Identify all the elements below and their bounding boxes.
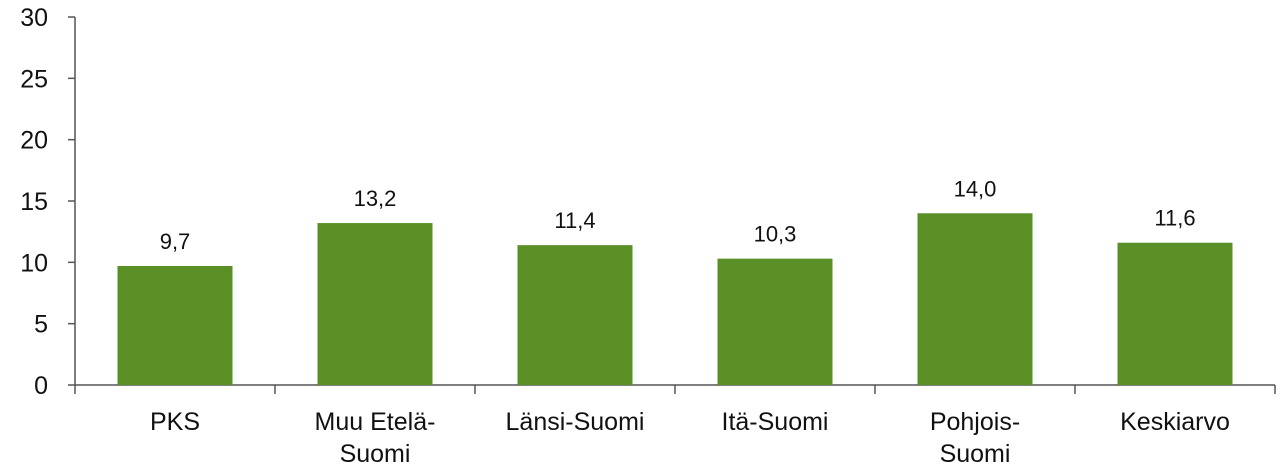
data-label: 14,0 (954, 176, 997, 201)
x-tick-label-line: Itä-Suomi (722, 408, 829, 436)
x-axis: PKS Muu Etelä- Suomi Länsi-Suomi Itä-Suomi Po… (74, 384, 1276, 468)
data-label: 10,3 (754, 222, 797, 247)
bar (917, 213, 1033, 385)
x-tick-label: PKS (150, 408, 200, 436)
data-label: 11,4 (554, 208, 595, 233)
x-tick-label-line: PKS (150, 408, 200, 436)
bar (117, 266, 233, 385)
y-tick-label: 15 (20, 188, 48, 216)
x-tick-label: Muu Etelä- Suomi (315, 408, 436, 468)
x-tick-label: Pohjois- Suomi (930, 408, 1020, 468)
y-tick-label: 30 (20, 4, 48, 32)
bar-series: 9,7 13,2 11,4 10,3 14,0 11,6 (117, 176, 1233, 385)
x-tick-label-line: Keskiarvo (1120, 408, 1230, 436)
y-tick-label: 5 (34, 311, 48, 339)
y-tick-label: 20 (20, 127, 48, 155)
y-axis: 0 5 10 15 20 25 30 (20, 4, 76, 400)
data-label: 13,2 (354, 186, 397, 211)
y-tick-label: 0 (34, 372, 48, 400)
x-tick-label: Itä-Suomi (722, 408, 829, 436)
bar (517, 245, 633, 385)
x-tick-label-line: Suomi (940, 440, 1011, 468)
x-tick-label-line: Länsi-Suomi (506, 408, 645, 436)
data-label: 11,6 (1154, 206, 1195, 231)
x-tick-label-line: Pohjois- (930, 408, 1020, 436)
y-tick-label: 10 (20, 249, 48, 277)
bar (717, 258, 833, 385)
data-label: 9,7 (160, 229, 191, 254)
x-tick-label: Länsi-Suomi (506, 408, 645, 436)
y-tick-label: 25 (20, 65, 48, 93)
x-tick-label-line: Muu Etelä- (315, 408, 436, 436)
x-tick-label: Keskiarvo (1120, 408, 1230, 436)
bar (1117, 242, 1233, 385)
x-tick-label-line: Suomi (340, 440, 411, 468)
bar (317, 223, 433, 385)
